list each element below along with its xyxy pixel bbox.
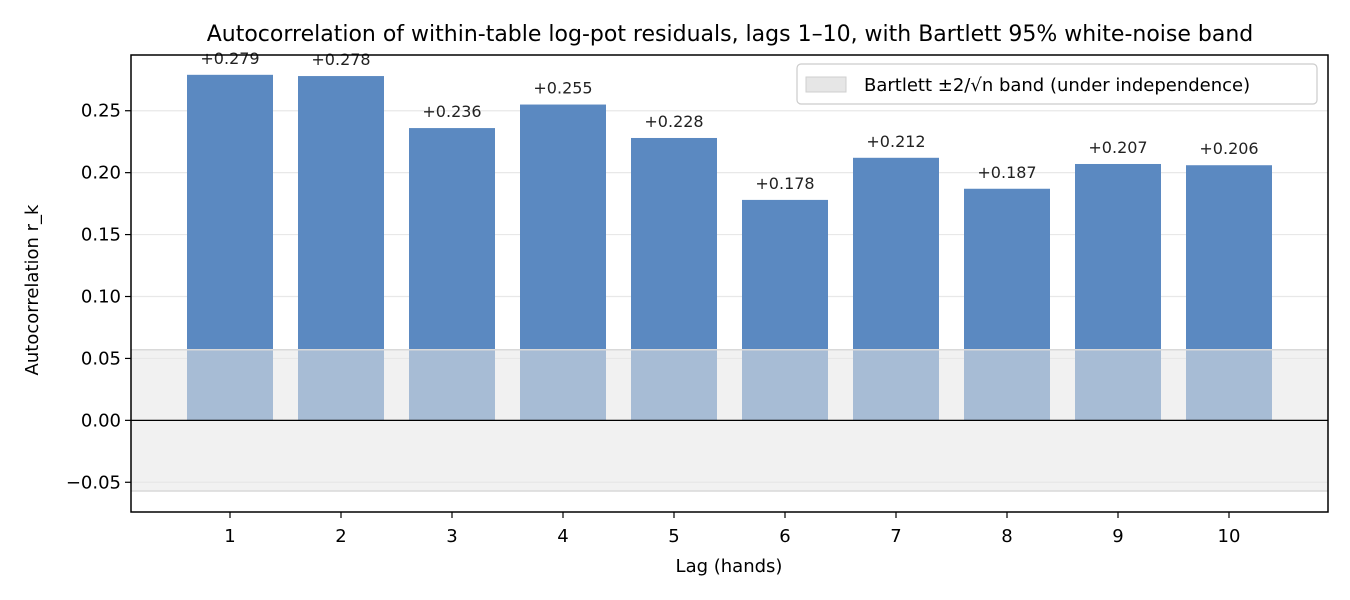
x-tick-label: 7 <box>890 526 901 547</box>
y-tick-label: 0.25 <box>81 101 121 122</box>
y-tick-label: 0.00 <box>81 410 121 431</box>
y-tick-label: 0.05 <box>81 348 121 369</box>
data-label-lag-9: +0.207 <box>1088 138 1147 157</box>
y-axis-label: Autocorrelation r_k <box>22 204 43 375</box>
y-tick-label: 0.15 <box>81 225 121 246</box>
x-tick-label: 3 <box>446 526 457 547</box>
data-label-lag-8: +0.187 <box>977 163 1036 182</box>
data-label-lag-6: +0.178 <box>755 174 814 193</box>
x-tick-label: 1 <box>224 526 235 547</box>
legend-swatch-band <box>805 76 847 93</box>
data-label-lag-3: +0.236 <box>422 102 481 121</box>
data-label-lag-2: +0.278 <box>311 50 370 69</box>
data-label-lag-10: +0.206 <box>1199 139 1258 158</box>
y-tick-label: 0.10 <box>81 287 121 308</box>
plot-frame <box>130 54 1329 513</box>
data-label-lag-5: +0.228 <box>644 112 703 131</box>
data-label-lag-4: +0.255 <box>533 79 592 98</box>
x-tick-label: 5 <box>668 526 679 547</box>
legend-label-band: Bartlett ±2/√n band (under independence) <box>864 75 1250 96</box>
y-tick-label: −0.05 <box>66 472 121 493</box>
plot-area: +0.279 +0.278 +0.236 +0.255 +0.228 +0.178 +0.2… <box>66 49 1329 547</box>
x-tick-label: 2 <box>335 526 346 547</box>
legend <box>796 63 1318 105</box>
x-axis-label: Lag (hands) <box>676 556 783 577</box>
y-tick-label: 0.20 <box>81 163 121 184</box>
data-label-lag-7: +0.212 <box>866 132 925 151</box>
chart-title: Autocorrelation of within-table log-pot … <box>207 22 1254 47</box>
x-tick-label: 4 <box>557 526 568 547</box>
x-tick-label: 10 <box>1218 526 1241 547</box>
x-tick-label: 6 <box>779 526 790 547</box>
x-tick-label: 8 <box>1001 526 1012 547</box>
data-label-lag-1: +0.279 <box>200 49 259 68</box>
x-tick-label: 9 <box>1112 526 1123 547</box>
